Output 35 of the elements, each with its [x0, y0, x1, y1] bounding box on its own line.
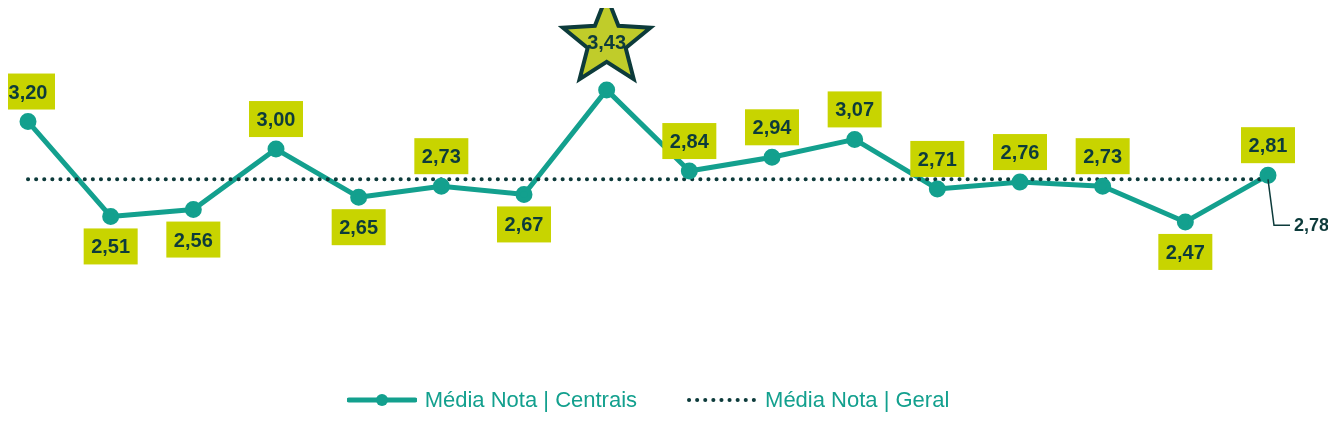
point [432, 177, 450, 195]
data-label: 3,07 [835, 98, 875, 121]
data-label: 2,94 [752, 116, 793, 139]
data-label: 2,71 [917, 147, 957, 170]
data-label: 2,65 [339, 216, 379, 239]
point [846, 130, 864, 148]
data-label: 3,43 [587, 30, 627, 53]
point [1094, 177, 1112, 195]
data-label: 2,73 [421, 145, 461, 168]
data-label: 2,81 [1248, 134, 1288, 157]
point [267, 140, 285, 158]
point [1011, 173, 1029, 191]
data-label: 2,47 [1165, 240, 1205, 263]
point [763, 148, 781, 166]
data-label: 2,73 [1083, 145, 1123, 168]
data-label: 2,78 [1294, 215, 1330, 236]
data-label: 2,51 [91, 235, 131, 258]
data-label: 3,00 [256, 108, 296, 131]
point [184, 201, 202, 219]
data-label: 2,67 [504, 213, 544, 236]
legend-label: Média Nota | Centrais [424, 387, 638, 413]
point [928, 180, 946, 198]
point [515, 185, 533, 203]
legend-label: Média Nota | Geral [765, 387, 950, 413]
point [1259, 166, 1277, 184]
data-label: 2,84 [669, 130, 710, 153]
data-label: 2,56 [173, 228, 213, 251]
data-label: 3,20 [8, 80, 48, 103]
point [350, 188, 368, 206]
point [680, 162, 698, 180]
point [102, 207, 120, 225]
point [598, 81, 616, 99]
data-label: 2,76 [1000, 141, 1040, 164]
point [1176, 213, 1194, 231]
point [19, 113, 37, 131]
